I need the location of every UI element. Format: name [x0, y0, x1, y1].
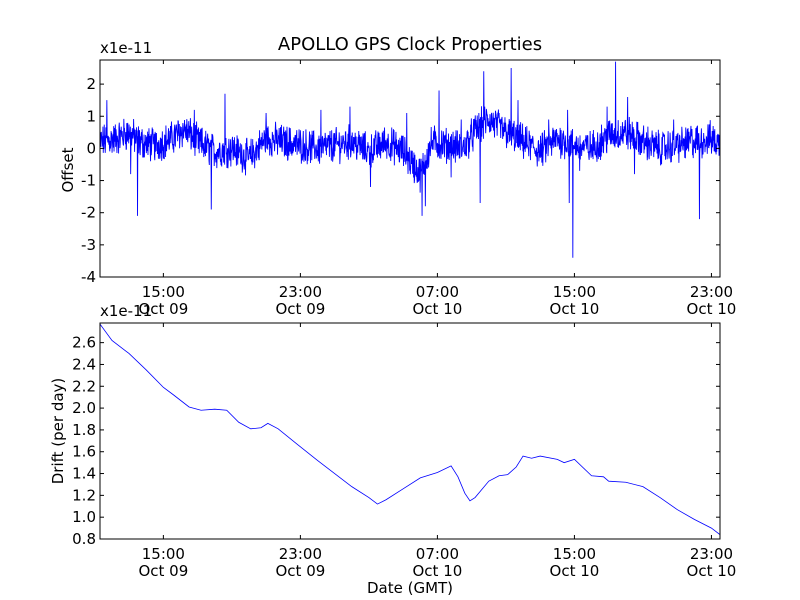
drift-ytick-label: 2.0 — [72, 399, 96, 417]
offset-xtick-date-label: Oct 09 — [275, 300, 325, 318]
drift-ytick-label: 0.8 — [72, 530, 96, 548]
drift-xtick-time-label: 23:00 — [279, 545, 322, 563]
offset-ytick-label: 2 — [86, 75, 96, 93]
drift-xtick-time-label: 15:00 — [553, 545, 596, 563]
drift-xtick-date-label: Oct 10 — [550, 562, 600, 580]
drift-exponent-label: x1e-11 — [100, 302, 152, 320]
offset-panel: APOLLO GPS Clock Properties x1e-11 Offse… — [59, 34, 736, 318]
drift-ytick-label: 2.6 — [72, 334, 96, 352]
offset-xtick-time-label: 23:00 — [690, 283, 733, 301]
drift-xtick-time-label: 23:00 — [690, 545, 733, 563]
offset-ytick-label: -3 — [81, 236, 96, 254]
drift-ytick-label: 1.6 — [72, 443, 96, 461]
offset-xtick-time-label: 15:00 — [142, 283, 185, 301]
drift-xtick-time-label: 07:00 — [416, 545, 459, 563]
offset-y-axis-label: Offset — [59, 147, 77, 192]
offset-xtick-date-label: Oct 09 — [138, 300, 188, 318]
offset-ytick-label: 1 — [86, 107, 96, 125]
offset-ytick-label: -2 — [81, 204, 96, 222]
offset-xtick-time-label: 07:00 — [416, 283, 459, 301]
chart-title: APOLLO GPS Clock Properties — [278, 34, 542, 55]
drift-xtick-time-label: 15:00 — [142, 545, 185, 563]
drift-xtick-date-label: Oct 09 — [275, 562, 325, 580]
offset-ytick-label: 0 — [86, 139, 96, 157]
drift-panel: x1e-11 Drift (per day) Date (GMT) 2.6 2.4… — [49, 302, 736, 597]
drift-xtick-date-label: Oct 10 — [413, 562, 463, 580]
drift-series-line — [100, 323, 720, 535]
offset-series-line — [100, 61, 720, 258]
offset-xtick-date-label: Oct 10 — [550, 300, 600, 318]
offset-ytick-label: -4 — [81, 268, 96, 286]
drift-xtick-date-label: Oct 09 — [138, 562, 188, 580]
offset-xtick-time-label: 23:00 — [279, 283, 322, 301]
offset-axes-frame — [99, 59, 721, 278]
drift-x-axis-label: Date (GMT) — [367, 579, 453, 597]
offset-exponent-label: x1e-11 — [100, 39, 152, 57]
drift-xtick-date-label: Oct 10 — [687, 562, 737, 580]
drift-ytick-label: 2.4 — [72, 355, 96, 373]
drift-ytick-label: 1.8 — [72, 421, 96, 439]
offset-ytick-label: -1 — [81, 172, 96, 190]
offset-xtick-date-label: Oct 10 — [687, 300, 737, 318]
drift-y-axis-label: Drift (per day) — [49, 378, 67, 485]
drift-ytick-label: 1.2 — [72, 486, 96, 504]
offset-xtick-time-label: 15:00 — [553, 283, 596, 301]
drift-ytick-label: 2.2 — [72, 377, 96, 395]
offset-xtick-date-label: Oct 10 — [413, 300, 463, 318]
drift-axes-frame — [99, 322, 721, 540]
drift-ytick-label: 1.0 — [72, 508, 96, 526]
drift-ytick-label: 1.4 — [72, 465, 96, 483]
